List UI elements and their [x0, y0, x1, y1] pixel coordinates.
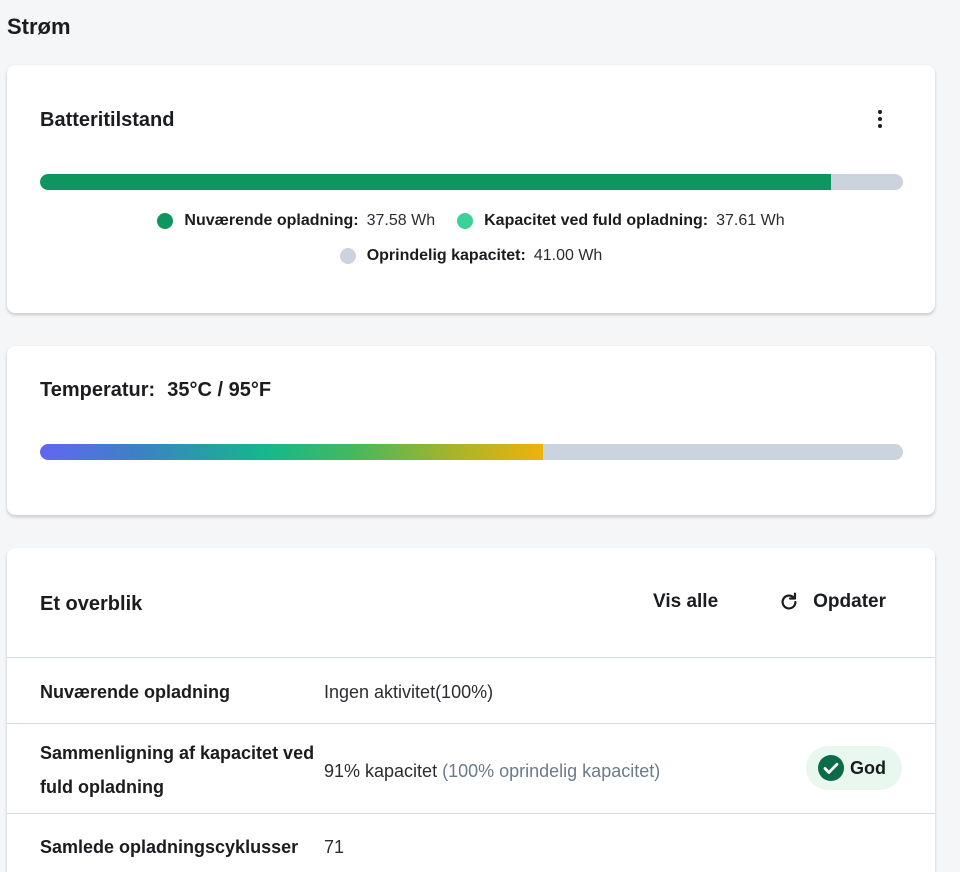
overview-title: Et overblik — [40, 593, 143, 615]
check-circle-icon — [818, 755, 844, 781]
row-label: Nuværende opladning — [40, 682, 231, 702]
legend-value: 37.61 Wh — [716, 212, 785, 229]
battery-legend-row: Nuværende opladning: 37.58 Wh Kapacitet … — [7, 212, 935, 230]
row-value: 71 — [324, 837, 345, 857]
legend-dot-current — [157, 213, 174, 229]
legend-dot-full — [457, 213, 474, 229]
legend-label: Kapacitet ved fuld opladning: — [484, 212, 709, 229]
row-value: Ingen aktivitet(100%) — [324, 682, 494, 702]
capacity-original-note: (100% oprindelig kapacitet) — [442, 761, 661, 781]
legend-dot-original — [339, 248, 356, 264]
legend-full-capacity: Kapacitet ved fuld opladning: 37.61 Wh — [457, 212, 785, 230]
table-row: Samlede opladningscyklusser 71 — [7, 813, 935, 872]
view-all-button[interactable]: Vis alle — [652, 591, 719, 612]
temperature-card: Temperatur: 35°C / 95°F — [7, 346, 935, 515]
status-badge-label: God — [850, 757, 886, 778]
legend-value: 37.58 Wh — [366, 212, 436, 229]
row-label: Sammenligning af kapacitet ved fuld opla… — [40, 743, 315, 797]
page-title: Strøm — [7, 14, 71, 39]
legend-current-charge: Nuværende opladning: 37.58 Wh — [157, 212, 435, 230]
table-row: Sammenligning af kapacitet ved fuld opla… — [7, 723, 935, 814]
status-badge: God — [806, 746, 902, 790]
temperature-bar — [40, 444, 903, 460]
refresh-icon — [781, 592, 797, 610]
temperature-label: Temperatur: — [40, 379, 156, 401]
legend-value: 41.00 Wh — [533, 247, 603, 264]
legend-original-capacity: Oprindelig kapacitet: 41.00 Wh — [339, 247, 603, 265]
battery-health-title: Batteritilstand — [40, 109, 175, 131]
row-value: 91% kapacitet (100% oprindelig kapacitet… — [324, 754, 660, 788]
temperature-title: Temperatur: 35°C / 95°F — [40, 379, 271, 402]
overview-card: Et overblik Vis alle Opdater Nuværende o… — [7, 548, 935, 872]
temperature-fill — [40, 444, 544, 460]
table-row: Nuværende opladning Ingen aktivitet(100%… — [7, 657, 935, 723]
battery-legend-row: Oprindelig kapacitet: 41.00 Wh — [7, 247, 935, 265]
battery-health-card: Batteritilstand Nuværende opladning: 37.… — [7, 65, 935, 313]
temperature-value: 35°C / 95°F — [167, 379, 272, 401]
row-label: Samlede opladningscyklusser — [40, 837, 299, 857]
overview-actions: Vis alle Opdater — [653, 591, 886, 613]
battery-capacity-fill — [40, 174, 832, 190]
battery-capacity-bar — [40, 174, 903, 190]
legend-label: Oprindelig kapacitet: — [366, 247, 526, 264]
refresh-label: Opdater — [813, 591, 886, 612]
legend-label: Nuværende opladning: — [184, 212, 359, 229]
capacity-value: 91% kapacitet — [324, 761, 438, 781]
refresh-button[interactable]: Opdater — [778, 591, 886, 613]
more-options-icon[interactable] — [869, 107, 891, 131]
